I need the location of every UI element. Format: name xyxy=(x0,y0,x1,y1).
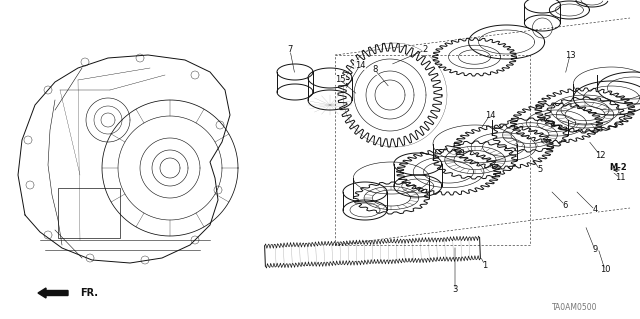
Text: TA0AM0500: TA0AM0500 xyxy=(552,303,598,313)
Text: 3: 3 xyxy=(452,286,458,294)
Text: M-2: M-2 xyxy=(609,164,627,173)
Text: 1: 1 xyxy=(483,261,488,270)
FancyArrow shape xyxy=(38,288,68,298)
Text: 5: 5 xyxy=(538,166,543,174)
Bar xyxy=(58,188,120,238)
Text: 7: 7 xyxy=(287,46,292,55)
Text: 13: 13 xyxy=(564,50,575,60)
Text: 14: 14 xyxy=(484,110,495,120)
Text: 14: 14 xyxy=(355,61,365,70)
Text: 10: 10 xyxy=(600,265,611,275)
Text: 2: 2 xyxy=(422,46,428,55)
Text: 9: 9 xyxy=(593,246,598,255)
Text: 8: 8 xyxy=(372,65,378,75)
Text: FR.: FR. xyxy=(80,288,98,298)
Text: 6: 6 xyxy=(563,201,568,210)
Text: 4: 4 xyxy=(593,205,598,214)
Text: 12: 12 xyxy=(595,151,605,160)
Text: 11: 11 xyxy=(615,174,625,182)
Text: 15: 15 xyxy=(335,76,345,85)
